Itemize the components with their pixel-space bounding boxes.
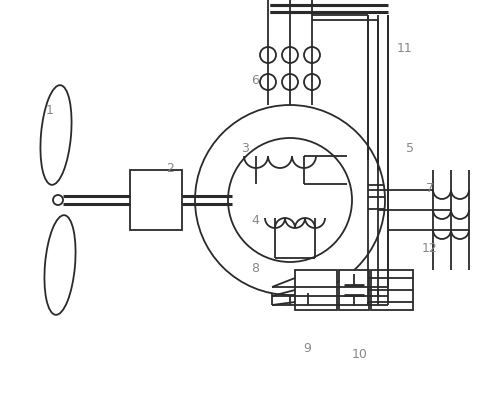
Bar	[130, 170, 182, 230]
Text: 3: 3	[241, 142, 249, 154]
Text: 7: 7	[426, 181, 434, 195]
Bar	[339, 270, 369, 310]
Circle shape	[53, 195, 63, 205]
Text: 5: 5	[406, 142, 414, 154]
Text: 10: 10	[352, 349, 368, 361]
Bar	[295, 270, 337, 310]
Text: 2: 2	[166, 162, 174, 174]
Bar	[371, 270, 413, 310]
Text: 4: 4	[251, 213, 259, 226]
Text: 9: 9	[303, 341, 311, 355]
Text: 12: 12	[422, 242, 438, 254]
Text: 11: 11	[397, 41, 413, 55]
Text: 6: 6	[251, 74, 259, 86]
Text: 8: 8	[251, 261, 259, 275]
Circle shape	[195, 105, 385, 295]
Text: 1: 1	[46, 103, 54, 117]
